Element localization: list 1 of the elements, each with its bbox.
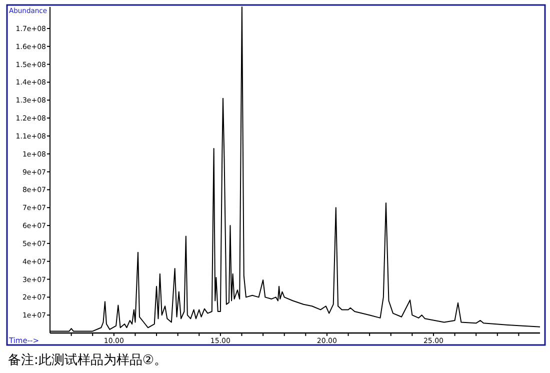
text: 备注:此测试样品为样品②。 [8,353,168,368]
